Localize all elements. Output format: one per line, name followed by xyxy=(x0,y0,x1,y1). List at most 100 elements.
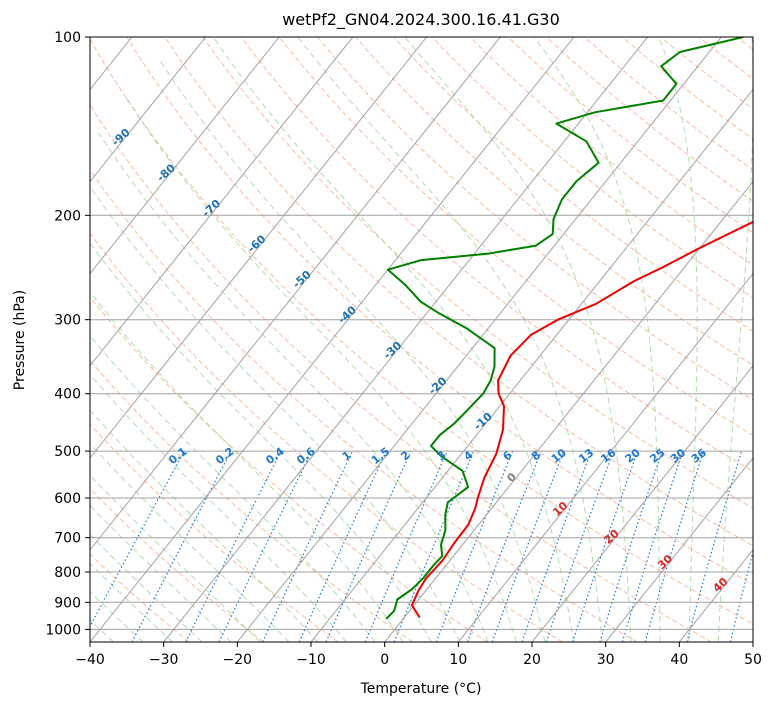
isotherm-line xyxy=(236,37,722,642)
dry-adiabat xyxy=(90,232,563,642)
y-axis: 100 200 300 400 500 600 700 800 900 1000 xyxy=(45,30,90,638)
isotherm-label: 10 xyxy=(550,499,570,519)
dry-adiabat xyxy=(90,553,190,642)
x-tick-label: 0 xyxy=(380,652,389,668)
mixing-ratio-line xyxy=(90,450,185,628)
x-tick-label: −40 xyxy=(75,652,105,668)
mixing-ratio-line xyxy=(521,450,592,642)
x-tick-label: −30 xyxy=(149,652,179,668)
mixing-ratio-line xyxy=(364,450,448,642)
dry-adiabat xyxy=(240,37,753,472)
dry-adiabat xyxy=(583,37,753,171)
moist-adiabat xyxy=(90,504,232,642)
dry-adiabat xyxy=(317,37,753,401)
dry-adiabat xyxy=(90,488,264,642)
isotherm-line xyxy=(0,37,58,642)
plot-area: 0.1 0.2 0.4 0.6 1 1.5 2 3 4 6 8 10 13 16 20 25 30 36-100-… xyxy=(0,37,753,642)
isotherm-line xyxy=(531,364,753,642)
mixing-ratio-line xyxy=(262,450,354,642)
isotherm-label: -80 xyxy=(154,161,178,184)
isotherm-line xyxy=(90,37,501,551)
mixing-ratio-label: 25 xyxy=(648,446,668,466)
y-tick-label: 1000 xyxy=(45,622,81,638)
mixing-ratio-label: 0.6 xyxy=(294,445,318,467)
dry-adiabats xyxy=(90,37,753,642)
isotherm-label: 0 xyxy=(505,470,520,485)
dry-adiabat xyxy=(164,37,753,547)
isotherm-label: 40 xyxy=(710,575,730,595)
isotherm-label: -50 xyxy=(290,268,314,291)
mixing-ratio-label: 4 xyxy=(461,448,475,463)
isobar-gridlines xyxy=(90,37,753,630)
y-tick-label: 600 xyxy=(54,491,81,507)
moist-adiabat xyxy=(212,37,575,642)
y-tick-label: 300 xyxy=(54,313,81,329)
x-axis: −40 −30 −20 −10 0 10 20 30 40 50 xyxy=(75,642,762,668)
moist-adiabat xyxy=(404,37,632,642)
moist-adiabat xyxy=(90,373,347,642)
isotherm-line xyxy=(90,37,575,642)
mixing-ratio-line xyxy=(644,450,705,642)
mixing-ratio-line xyxy=(435,450,514,642)
dry-adiabat xyxy=(545,37,753,202)
moist-adiabat xyxy=(90,534,203,642)
y-tick-label: 900 xyxy=(54,595,81,611)
isotherm-label: -90 xyxy=(109,126,133,149)
dry-adiabat xyxy=(393,37,753,332)
moist-adiabat xyxy=(90,409,319,642)
isotherm-line xyxy=(752,641,753,642)
isotherm-line xyxy=(90,37,354,367)
x-tick-label: −10 xyxy=(296,652,326,668)
x-tick-label: 50 xyxy=(744,652,762,668)
mixing-ratio-line xyxy=(545,450,614,642)
isotherm-line xyxy=(163,37,649,642)
dry-adiabat xyxy=(90,423,339,642)
moist-adiabat xyxy=(717,37,753,642)
dry-adiabat xyxy=(126,37,753,586)
moist-adiabat xyxy=(160,61,546,642)
dry-adiabat xyxy=(431,37,753,299)
mixing-ratio-line xyxy=(185,450,282,642)
mixing-ratio-line xyxy=(298,450,387,642)
moist-adiabats xyxy=(90,37,753,642)
isotherm-label: 20 xyxy=(602,527,622,547)
x-tick-label: 40 xyxy=(670,652,688,668)
moist-adiabat xyxy=(97,132,489,642)
mixing-ratio-line xyxy=(729,549,753,642)
isotherm-lines xyxy=(0,37,753,642)
isotherm-line xyxy=(678,549,753,642)
mixing-ratio-label: 6 xyxy=(500,448,514,463)
moist-adiabat xyxy=(90,442,290,642)
mixing-ratio-label: 30 xyxy=(668,446,688,466)
mixing-ratio-label: 10 xyxy=(549,446,569,466)
isotherm-label: -100 xyxy=(61,88,90,116)
x-tick-label: 20 xyxy=(523,652,541,668)
mixing-ratio-line xyxy=(572,450,639,642)
isotherm-label: -30 xyxy=(381,339,405,362)
dry-adiabat xyxy=(202,37,753,509)
y-tick-label: 400 xyxy=(54,387,81,403)
y-tick-label: 200 xyxy=(54,208,81,224)
mixing-ratio-label: 20 xyxy=(623,446,643,466)
dry-adiabat xyxy=(355,37,753,366)
y-axis-label: Pressure (hPa) xyxy=(12,290,28,390)
moist-adiabat xyxy=(533,37,661,642)
isotherm-line xyxy=(605,457,753,642)
dry-adiabat xyxy=(90,104,712,642)
isotherm-line xyxy=(90,37,280,275)
mixing-ratio-label: 13 xyxy=(576,446,596,466)
mixing-ratio-lines xyxy=(90,450,753,642)
dry-adiabat xyxy=(698,37,753,80)
mixing-ratio-line xyxy=(599,450,663,642)
mixing-ratio-label: 0.4 xyxy=(263,445,287,467)
mixing-ratio-line xyxy=(621,450,684,642)
chart-title: wetPf2_GN04.2024.300.16.41.G30 xyxy=(282,10,560,30)
mixing-ratio-label: 36 xyxy=(689,446,709,466)
y-tick-label: 800 xyxy=(54,565,81,581)
x-tick-label: 10 xyxy=(449,652,467,668)
moist-adiabat xyxy=(90,334,376,642)
moist-adiabat xyxy=(90,242,432,642)
mixing-ratio-line xyxy=(218,450,313,642)
